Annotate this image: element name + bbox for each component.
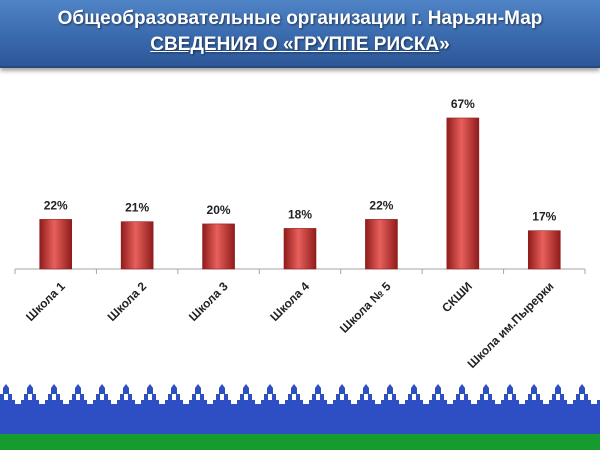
green-stripe: [0, 434, 600, 450]
bar: [365, 219, 398, 270]
category-label-group: Школа 1 Школа 2 Школа 3 Школа 4 Школа № 5 СКШ…: [23, 279, 556, 371]
x-axis-ticks: [14, 269, 586, 274]
data-label: 18%: [288, 207, 312, 221]
category-label: СКШИ: [439, 279, 475, 315]
ornament-motif-hole: [364, 394, 368, 400]
ornament-motif-hole: [244, 394, 248, 400]
data-label: 67%: [451, 97, 475, 111]
ornament-motif-hole: [220, 394, 224, 400]
ornament-motif-hole: [172, 394, 176, 400]
ornament-motif-hole: [412, 394, 416, 400]
title-line-1: Общеобразовательные организации г. Нарья…: [57, 8, 543, 29]
data-label: 22%: [44, 198, 68, 212]
ornament-motif-hole: [148, 394, 152, 400]
ornament-motif-hole: [52, 394, 56, 400]
ornament-motif-hole: [124, 394, 128, 400]
bar: [39, 219, 73, 270]
category-label: Школа № 5: [337, 279, 394, 336]
ornament-motif-hole: [196, 394, 200, 400]
ornament-motif: [594, 394, 600, 406]
title-line-2: СВЕДЕНИЯ О «ГРУППЕ РИСКА»: [0, 34, 600, 56]
ornament-motif-hole: [580, 394, 584, 400]
bar-group: [39, 117, 561, 270]
blue-stripe: [0, 404, 600, 434]
bar: [446, 117, 480, 270]
ornament-motif-hole: [28, 394, 32, 400]
title-underlined-text: СВЕДЕНИЯ О «ГРУППЕ РИСКА: [150, 34, 440, 55]
category-label: Школа 3: [186, 279, 231, 324]
data-label: 22%: [369, 198, 393, 212]
bar: [202, 223, 235, 270]
ornament-motif-hole: [316, 394, 320, 400]
category-label: Школа 1: [23, 279, 68, 324]
ornament-motif-hole: [508, 394, 512, 400]
bar: [120, 221, 154, 270]
ornament-motif-hole: [76, 394, 80, 400]
ornament-motif-hole: [460, 394, 464, 400]
data-label: 17%: [532, 210, 556, 224]
ornament-motif-hole: [484, 394, 488, 400]
title-tail-text: »: [439, 34, 450, 55]
data-label: 20%: [207, 203, 231, 217]
ornament-motif-hole: [292, 394, 296, 400]
data-label: 21%: [125, 201, 149, 215]
bar-chart: 22% 21% 20% 18%22%67%17% Школа 1 Школа 2 Школ…: [14, 97, 586, 371]
ornament-motif-hole: [100, 394, 104, 400]
ornament-motif-hole: [556, 394, 560, 400]
ornament-motif-hole: [532, 394, 536, 400]
ornament-motif-hole: [388, 394, 392, 400]
category-label: Школа 2: [105, 279, 150, 324]
bar: [527, 230, 561, 270]
data-label-group: 22% 21% 20% 18% 22% 67% 17%: [44, 97, 557, 224]
ornament-motif-hole: [4, 394, 8, 400]
category-label: Школа им.Пырерки: [465, 279, 557, 371]
bar: [283, 228, 317, 270]
ornament-motif-hole: [436, 394, 440, 400]
ornament-motif-hole: [340, 394, 344, 400]
ornament-motif-hole: [268, 394, 272, 400]
title-banner: Общеобразовательные организации г. Нарья…: [0, 0, 600, 68]
category-label: Школа 4: [267, 279, 312, 324]
ornament-border: [0, 384, 600, 406]
